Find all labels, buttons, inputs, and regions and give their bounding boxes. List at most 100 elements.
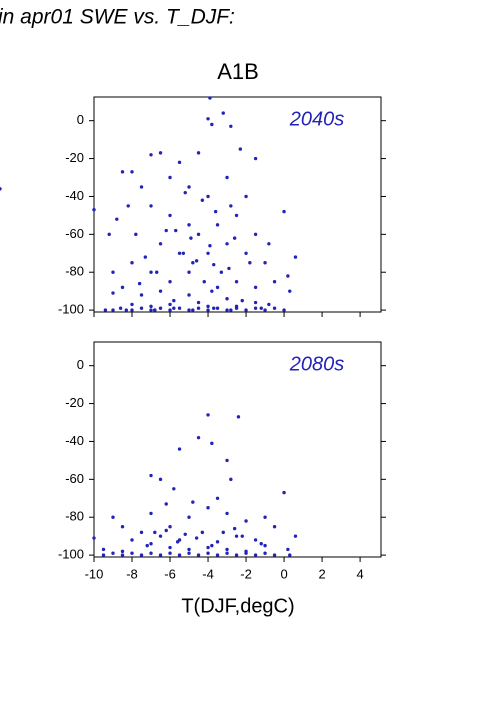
point [240, 534, 244, 538]
point [206, 251, 210, 255]
point [263, 543, 267, 548]
point [120, 549, 125, 554]
point [177, 160, 182, 165]
point [120, 285, 125, 290]
point [168, 279, 172, 284]
point [187, 551, 191, 555]
point [225, 242, 229, 246]
point [202, 279, 206, 284]
point [244, 308, 248, 312]
point [126, 204, 130, 208]
point [206, 551, 210, 555]
point [215, 223, 220, 227]
point [267, 302, 271, 307]
x-tick-label: -4 [202, 566, 214, 581]
point [174, 228, 178, 233]
point [225, 511, 229, 516]
point [229, 124, 233, 129]
point [263, 261, 267, 265]
point [272, 306, 277, 310]
point [111, 515, 115, 519]
x-tick-label: -8 [126, 566, 138, 581]
point [253, 156, 258, 161]
y-tick-label: -20 [65, 395, 84, 410]
point [175, 540, 180, 544]
point [225, 547, 229, 552]
y-tick-label: 0 [77, 357, 84, 372]
point [149, 551, 153, 555]
point [120, 170, 125, 174]
y-tick-label: -40 [65, 433, 84, 448]
panel-label: 2040s [289, 108, 345, 130]
point [158, 306, 163, 310]
point [215, 553, 220, 557]
point [130, 170, 134, 174]
point [196, 306, 201, 310]
point [172, 306, 176, 310]
point [149, 204, 153, 208]
point [130, 551, 134, 555]
y-tick-label: -40 [65, 188, 84, 203]
point [208, 96, 212, 100]
point [236, 415, 241, 419]
point [149, 304, 153, 309]
point [196, 435, 201, 440]
point [288, 289, 292, 293]
point [272, 279, 277, 284]
point [210, 441, 214, 446]
point [263, 515, 267, 519]
point [137, 281, 142, 286]
point [210, 122, 214, 127]
point [253, 300, 258, 305]
x-axis-label: T(DJF,degC) [181, 595, 294, 617]
point [130, 302, 134, 307]
plot-frame [93, 341, 382, 558]
point [149, 270, 153, 274]
y-tick-label: -60 [65, 471, 84, 486]
point [282, 490, 286, 495]
point [238, 147, 243, 151]
point [225, 458, 229, 463]
point [225, 297, 229, 301]
chart-title: A1B [217, 59, 259, 84]
point [177, 306, 182, 310]
point [168, 308, 172, 312]
point [196, 553, 201, 557]
point [168, 524, 172, 529]
point [183, 532, 187, 536]
point [191, 308, 195, 312]
point [263, 308, 267, 312]
x-tick-label: 0 [280, 566, 287, 581]
y-tick-label: -80 [65, 509, 84, 524]
y-tick-label: 0 [77, 112, 84, 127]
point [168, 175, 172, 180]
point [212, 262, 216, 267]
point [120, 553, 125, 557]
y-tick-label: -20 [65, 150, 84, 165]
point [221, 111, 225, 115]
y-tick-label: -80 [65, 264, 84, 279]
y-tick-label: -100 [58, 547, 84, 562]
point [149, 542, 153, 546]
point [153, 530, 157, 535]
y-tick-label: -60 [65, 226, 84, 241]
point [210, 289, 214, 293]
point [225, 551, 229, 555]
point [168, 545, 172, 550]
point [293, 255, 298, 259]
point [210, 543, 214, 548]
point [259, 542, 263, 546]
point [272, 553, 277, 557]
point [168, 213, 172, 218]
point [143, 255, 148, 259]
point [181, 251, 186, 255]
point [107, 232, 111, 237]
point [212, 306, 216, 310]
point [145, 543, 149, 548]
point [111, 308, 115, 312]
point [130, 308, 134, 312]
point [187, 515, 191, 519]
point [288, 553, 292, 557]
point [155, 270, 159, 274]
